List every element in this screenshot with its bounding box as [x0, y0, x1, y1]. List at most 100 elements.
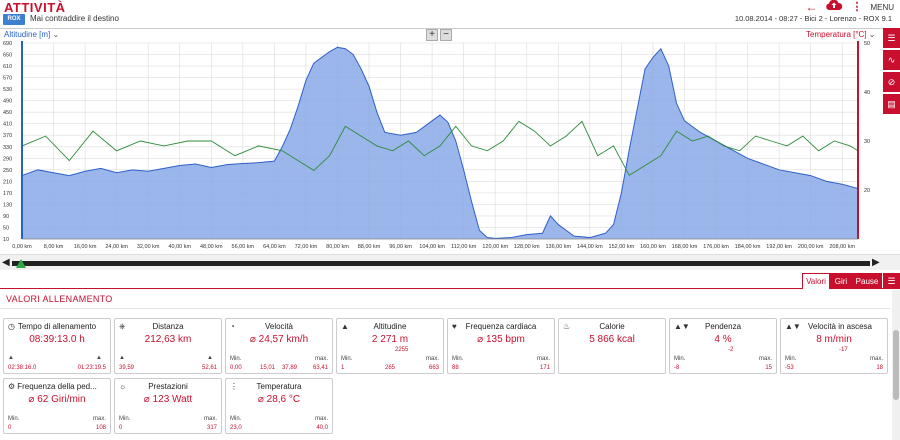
x-tick-label: 168,00 km — [672, 244, 698, 250]
scroll-left-icon[interactable]: ◀ — [2, 257, 10, 268]
max-label: max. — [92, 416, 106, 422]
x-tick-label: 128,00 km — [514, 244, 540, 250]
list-menu-icon[interactable]: ☰ — [883, 273, 900, 289]
menu-dots-icon[interactable]: ⋮ — [851, 1, 863, 13]
climb-rate-icon: ▲▼ — [785, 322, 801, 331]
card-max: 18 — [876, 365, 883, 371]
card-avg: 265 — [385, 365, 396, 371]
divider — [0, 308, 890, 309]
no-filter-icon[interactable]: ⊘ — [883, 72, 900, 92]
x-tick-label: 88,00 km — [358, 244, 381, 250]
altitude-area — [22, 47, 858, 239]
y-tick-label: 250 — [3, 168, 12, 174]
card-distanza[interactable]: ⎈ Distanza 212,63 km ▲ ▲ 39,59 52,61 — [114, 318, 222, 374]
x-tick-label: 208,00 km — [829, 244, 855, 250]
max-label: max. — [869, 356, 883, 362]
scroll-handle[interactable] — [16, 259, 26, 268]
min-label: Min. — [452, 356, 464, 362]
line-chart-icon[interactable]: ∿ — [883, 50, 900, 70]
y-tick-label: 50 — [3, 225, 9, 231]
chart-plot[interactable]: 10 50 90 130 170 210 250 290 330 370 410 450 490 530 5… — [0, 29, 900, 255]
x-tick-label: 32,00 km — [137, 244, 160, 250]
min-label: Min. — [230, 356, 242, 362]
card-min: 0 — [8, 425, 12, 431]
card-max: 317 — [206, 425, 217, 431]
y2-tick-label: 30 — [864, 139, 870, 145]
x-tick-label: 144,00 km — [577, 244, 603, 250]
tab-pause[interactable]: Pause — [852, 273, 882, 289]
x-tick-label: 184,00 km — [735, 244, 761, 250]
card-temperatura[interactable]: ⋮ Temperatura ⌀ 28,6 °C Min. max. 23,0 4… — [225, 378, 333, 434]
x-tick-label: 80,00 km — [326, 244, 349, 250]
y2-tick-label: 40 — [864, 90, 870, 96]
signpost-icon: ⎈ — [119, 322, 126, 331]
card-value: 8 m/min — [816, 334, 852, 345]
y-tick-label: 610 — [3, 64, 12, 70]
speedometer-icon: ◔ — [230, 322, 235, 331]
card-prestazioni[interactable]: ☼ Prestazioni ⌀ 123 Watt Min. max. 0 317 — [114, 378, 222, 434]
uphill-icon: ▲ — [119, 355, 125, 361]
max-label: max. — [425, 356, 439, 362]
x-tick-label: 56,00 km — [232, 244, 255, 250]
card-value: 08:39:13.0 h — [29, 334, 85, 345]
min-label: Min. — [119, 416, 131, 422]
y-tick-label: 90 — [3, 214, 9, 220]
card-max: 171 — [539, 365, 550, 371]
y-tick-label: 290 — [3, 156, 12, 162]
cloud-upload-icon[interactable] — [825, 0, 843, 16]
card-value: 5 866 kcal — [589, 334, 635, 345]
card-pendenza[interactable]: ▲▼ Pendenza 4 % -2 Min. max. -8 15 — [669, 318, 777, 374]
card-frequenza[interactable]: ♥ Frequenza cardiaca ⌀ 135 bpm Min. max.… — [447, 318, 555, 374]
x-tick-label: 64,00 km — [263, 244, 286, 250]
downhill-icon: ▲ — [207, 355, 213, 361]
y-tick-label: 330 — [3, 145, 12, 151]
x-tick-label: 72,00 km — [295, 244, 318, 250]
bar-chart-icon[interactable]: ▤ — [883, 94, 900, 114]
min-label: Min. — [8, 416, 20, 422]
card-pedalata[interactable]: ⚙ Frequenza della ped... ⌀ 62 Giri/min M… — [3, 378, 111, 434]
card-title: Velocità in ascesa — [807, 322, 873, 331]
temperature-line — [21, 120, 859, 176]
chart-tools: ☰ ∿ ⊘ ▤ — [883, 28, 900, 114]
card-min: -53 — [785, 365, 794, 371]
y-tick-label: 650 — [3, 53, 12, 59]
vertical-scrollbar[interactable] — [892, 290, 900, 440]
scroll-track[interactable] — [12, 261, 870, 266]
y-tick-label: 10 — [3, 237, 9, 243]
activity-slogan[interactable]: Mai contraddire il destino — [30, 14, 119, 23]
right-axis-title[interactable]: Temperatura [°C] ⌄ — [806, 30, 876, 39]
card-calorie[interactable]: ♨ Calorie 5 866 kcal — [558, 318, 666, 374]
tab-giri[interactable]: Giri — [830, 273, 852, 289]
rox-badge: ROX — [3, 14, 25, 25]
y-tick-label: 530 — [3, 87, 12, 93]
card-tempo[interactable]: ◷ Tempo di allenamento 08:39:13.0 h ▲ ▲ … — [3, 318, 111, 374]
back-arrow-icon[interactable]: ← — [805, 0, 818, 14]
y-tick-label: 170 — [3, 191, 12, 197]
card-descent: -17 — [839, 347, 848, 353]
x-tick-label: 112,00 km — [451, 244, 477, 250]
zoom-in-button[interactable]: + — [426, 29, 438, 41]
card-min: 23,0 — [230, 425, 242, 431]
card-title: Tempo di allenamento — [17, 322, 97, 331]
x-tick-label: 0,00 km — [12, 244, 32, 250]
max-label: max. — [314, 356, 328, 362]
x-tick-label: 152,00 km — [609, 244, 635, 250]
card-value: ⌀ 28,6 °C — [257, 394, 301, 405]
altitude-chart[interactable]: Altitudine [m] ⌄ Temperatura [°C] ⌄ + − … — [0, 28, 900, 254]
menu-button[interactable]: MENU — [870, 2, 894, 12]
scroll-right-icon[interactable]: ▶ — [872, 257, 880, 268]
tab-valori[interactable]: Valori — [802, 273, 830, 289]
zoom-out-button[interactable]: − — [440, 29, 452, 41]
x-tick-label: 40,00 km — [168, 244, 191, 250]
x-tick-label: 192,00 km — [766, 244, 792, 250]
list-icon[interactable]: ☰ — [883, 28, 900, 48]
scroll-thumb[interactable] — [893, 330, 899, 400]
max-label: max. — [314, 416, 328, 422]
chart-range-scrollbar[interactable]: ◀ ▶ — [0, 254, 900, 270]
card-velocita[interactable]: ◔ Velocità ⌀ 24,57 km/h Min. max. 0,00 1… — [225, 318, 333, 374]
card-title: Temperatura — [256, 382, 302, 391]
card-max: 01:23:19.5 — [77, 365, 106, 371]
card-ascesa[interactable]: ▲▼ Velocità in ascesa 8 m/min -17 Min. m… — [780, 318, 888, 374]
card-altitudine[interactable]: ▲ Altitudine 2 271 m 2255 Min. max. 1 26… — [336, 318, 444, 374]
left-axis-title[interactable]: Altitudine [m] ⌄ — [4, 30, 60, 39]
